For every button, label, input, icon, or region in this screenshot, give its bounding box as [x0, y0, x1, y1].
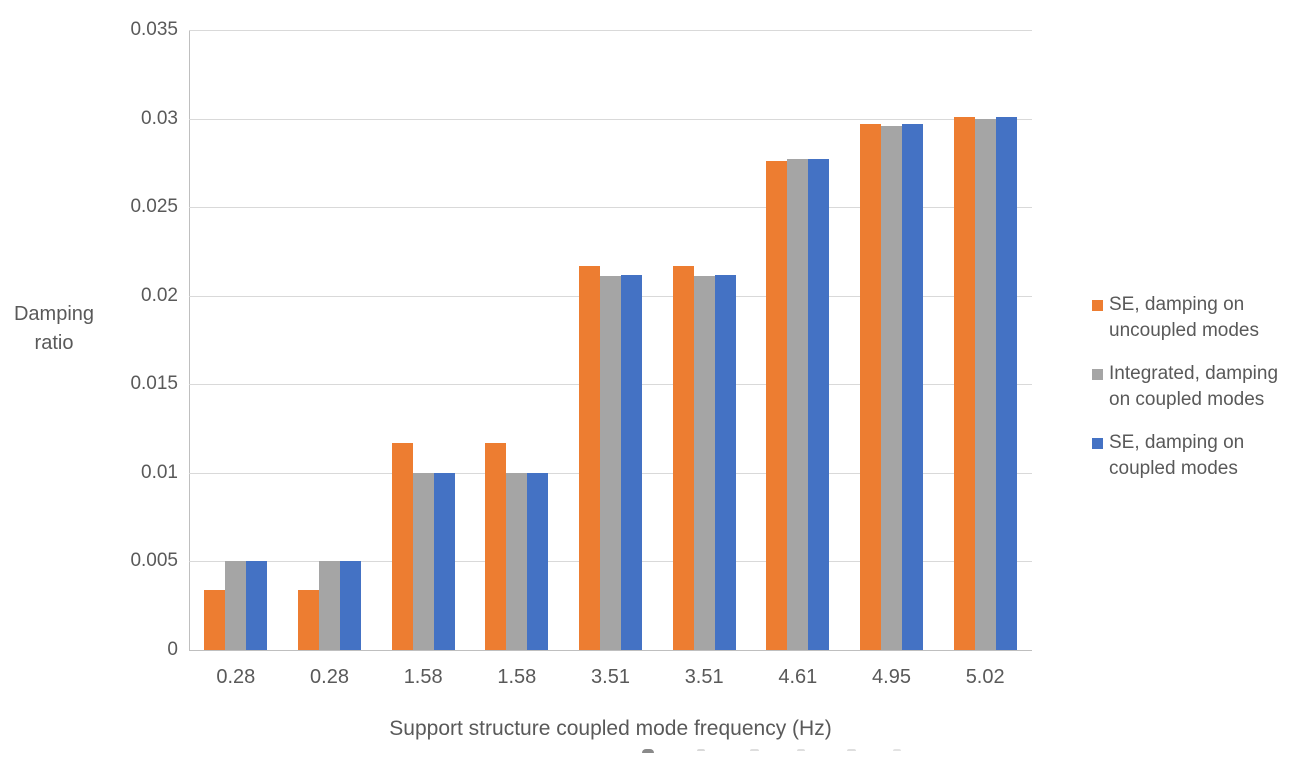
y-tick-label: 0	[167, 639, 178, 660]
legend-label: SE, damping on coupled modes	[1109, 432, 1245, 479]
y-tick-label: 0.035	[130, 19, 178, 40]
bar-series1-group5	[579, 265, 600, 650]
bar-series3-group9	[995, 116, 1017, 650]
cropped-glyph-fragment	[642, 749, 654, 753]
bar-series3-group1	[246, 561, 268, 650]
legend: SE, damping on uncoupled modes Integrated,…	[1092, 292, 1296, 499]
y-axis-title: Damping ratio	[6, 300, 102, 358]
bar-series2-group3	[412, 472, 434, 650]
bar-series3-group7	[808, 159, 830, 650]
legend-item-1: SE, damping on uncoupled modes	[1092, 292, 1296, 344]
y-axis-title-line1: Damping	[13, 303, 95, 325]
y-tick-label: 0.02	[141, 284, 178, 306]
legend-swatch-icon	[1092, 369, 1103, 380]
bar-series3-group8	[902, 123, 923, 650]
y-axis-line	[189, 30, 190, 650]
bar-series2-group2	[319, 561, 340, 650]
bar-series2-group4	[506, 472, 528, 650]
y-tick-label: 0.01	[141, 461, 178, 483]
bar-series1-group1	[204, 589, 226, 650]
bar-series3-group2	[340, 561, 361, 650]
x-tick-label: 1.58	[497, 666, 537, 688]
cropped-glyph-fragment	[697, 749, 705, 751]
bar-series1-group8	[860, 123, 881, 650]
legend-swatch-icon	[1092, 438, 1103, 449]
x-tick-label: 1.58	[403, 666, 443, 688]
x-axis-line	[189, 650, 1032, 651]
x-tick-label: 3.51	[591, 666, 630, 688]
y-axis-title-line2: ratio	[34, 332, 74, 354]
bar-series2-group7	[787, 159, 809, 650]
bar-series2-group6	[693, 276, 715, 650]
x-tick-label: 4.61	[778, 666, 818, 688]
gridline	[189, 30, 1032, 31]
legend-item-3: SE, damping on coupled modes	[1092, 430, 1296, 482]
y-tick-label: 0.025	[130, 196, 178, 218]
bar-series2-group1	[225, 561, 247, 650]
legend-label: Integrated, damping on coupled modes	[1109, 363, 1279, 410]
bar-series1-group3	[391, 442, 413, 650]
x-tick-label: 3.51	[684, 666, 724, 688]
x-tick-label: 0.28	[310, 666, 349, 688]
cropped-glyph-fragment	[797, 749, 805, 751]
bar-series1-group9	[953, 116, 975, 650]
legend-swatch-icon	[1092, 300, 1103, 311]
x-tick-label: 5.02	[965, 666, 1005, 688]
gridline	[189, 207, 1032, 209]
y-tick-label: 0.015	[130, 373, 178, 395]
legend-label: SE, damping on uncoupled modes	[1109, 294, 1259, 341]
bar-series2-group9	[974, 118, 996, 650]
gridline	[189, 118, 1032, 120]
bar-series1-group6	[672, 265, 694, 650]
cropped-glyph-fragment	[847, 749, 856, 751]
bar-series2-group5	[600, 276, 621, 650]
bar-series1-group4	[485, 442, 507, 650]
y-tick-label: 0.005	[130, 550, 178, 572]
x-tick-label: 4.95	[872, 666, 911, 688]
bar-series1-group7	[766, 161, 788, 650]
bar-series3-group6	[714, 274, 736, 650]
bar-series3-group5	[621, 274, 642, 650]
cropped-glyph-fragment	[750, 749, 759, 751]
bar-series3-group3	[433, 472, 455, 650]
x-axis-title: Support structure coupled mode frequency…	[389, 717, 832, 740]
x-tick-label: 0.28	[216, 666, 256, 688]
legend-item-2: Integrated, damping on coupled modes	[1092, 361, 1296, 413]
bar-series3-group4	[527, 472, 549, 650]
bar-series1-group2	[298, 589, 319, 650]
y-tick-label: 0.03	[141, 107, 178, 129]
cropped-glyph-fragment	[893, 749, 901, 751]
bar-series2-group8	[881, 125, 902, 650]
plot-area	[189, 30, 1032, 651]
